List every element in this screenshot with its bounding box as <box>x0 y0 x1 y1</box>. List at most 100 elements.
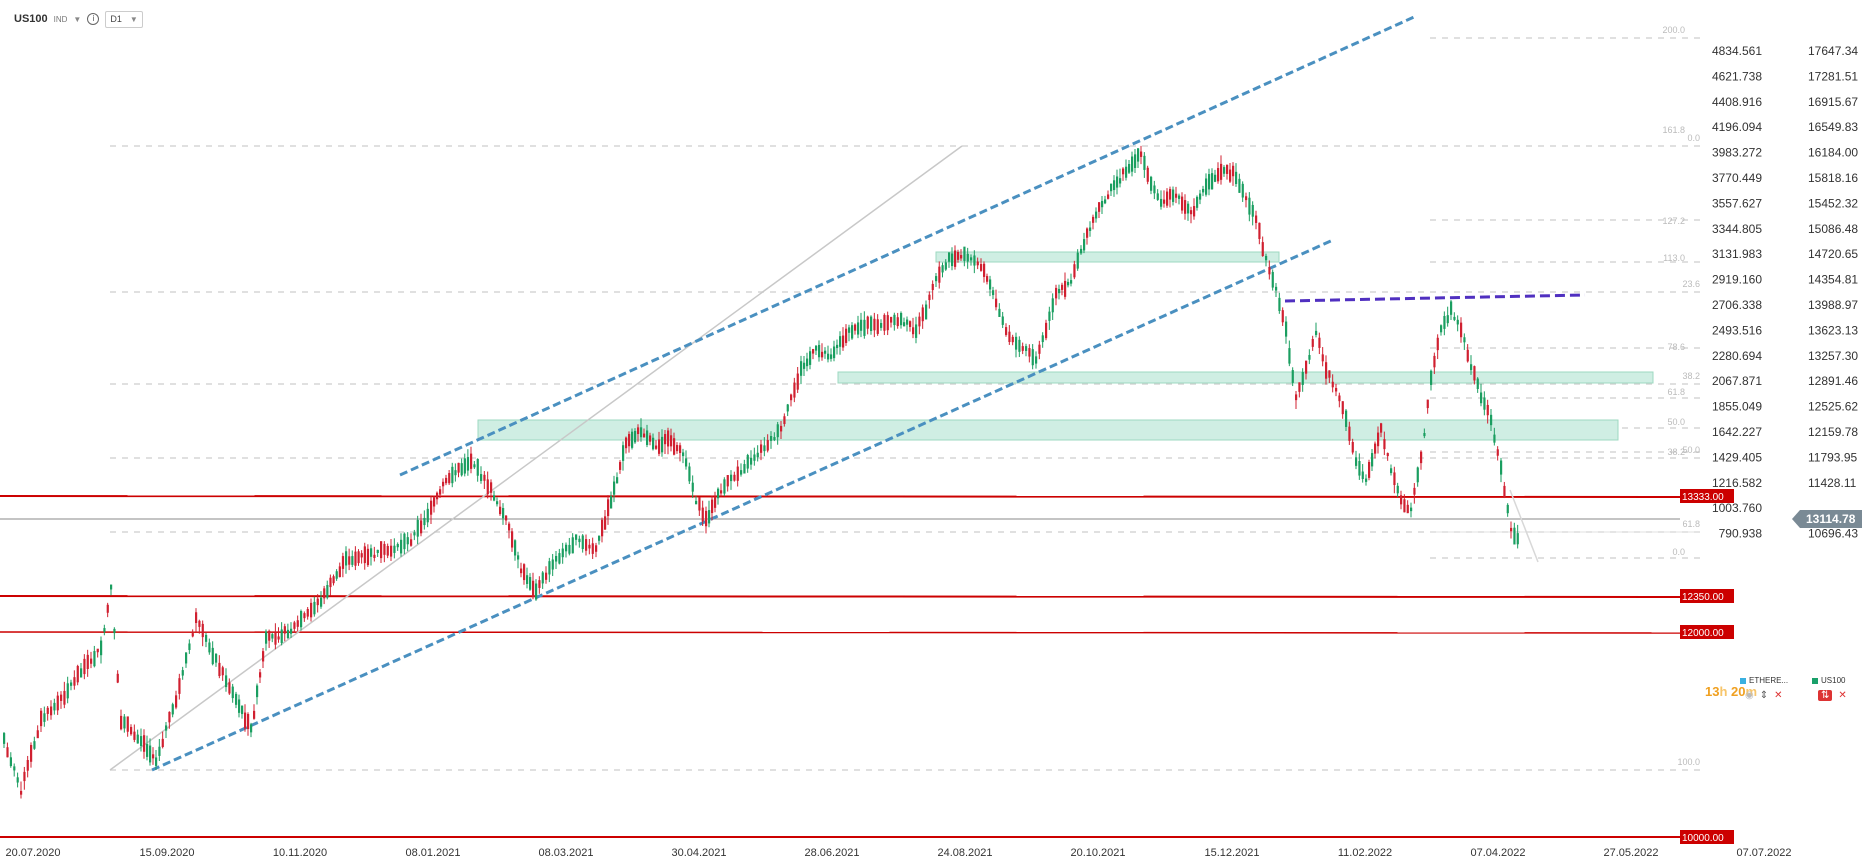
price-tick: 2280.694 <box>1712 349 1762 363</box>
price-axis-secondary[interactable]: 17647.34 17281.51 16915.67 16549.83 16184.00… <box>1808 44 1858 541</box>
candle-body <box>960 255 963 259</box>
price-tick: 1855.049 <box>1712 400 1762 414</box>
candle-body <box>370 548 373 557</box>
candle-body <box>256 685 259 698</box>
candle-body <box>1150 176 1153 191</box>
candle-body <box>271 634 274 639</box>
candle-body <box>1220 163 1223 180</box>
candle-body <box>1493 434 1496 443</box>
candle-body <box>1101 200 1104 208</box>
candle-body <box>316 598 319 606</box>
candle-body <box>508 523 511 531</box>
candle-body <box>730 474 733 482</box>
close-icon[interactable]: ✕ <box>1838 690 1847 701</box>
eye-icon[interactable]: ◉ <box>1745 690 1754 701</box>
candle-body <box>1490 414 1493 426</box>
candle-body <box>36 730 39 739</box>
candle-body <box>103 628 106 632</box>
sort-icon[interactable]: ⇕ <box>1759 690 1769 701</box>
candle-body <box>714 496 717 508</box>
candle-body <box>723 479 726 494</box>
close-icon[interactable]: ✕ <box>1774 690 1783 701</box>
level-labels[interactable]: 13333.00 12350.00 12000.00 10000.00 <box>1680 489 1734 844</box>
category-label: IND <box>53 14 68 24</box>
candle-body <box>1456 319 1459 325</box>
zones[interactable] <box>477 251 1654 441</box>
candle-body <box>1331 381 1334 388</box>
candle-body <box>836 344 839 349</box>
candle-body <box>225 675 228 688</box>
timer-m-unit: m <box>1745 684 1758 699</box>
fib-label: 200.0 <box>1662 25 1685 35</box>
candle-body <box>676 445 679 452</box>
candle-body <box>870 316 873 332</box>
candle-body <box>695 500 698 505</box>
date-tick: 11.02.2022 <box>1338 847 1392 859</box>
symbol-label[interactable]: US100 <box>14 13 48 25</box>
candle-body <box>854 324 857 331</box>
candle-body <box>442 481 445 487</box>
candle-body <box>1325 362 1328 379</box>
horizontal-levels[interactable] <box>0 495 1700 838</box>
candle-body <box>980 264 983 271</box>
timeframe-select[interactable]: D1 ▼ <box>105 10 143 28</box>
purple-resistance-line <box>1284 293 1586 303</box>
candle-body <box>796 373 799 390</box>
candle-body <box>313 601 316 615</box>
candle-body <box>1374 443 1377 454</box>
candle-body <box>90 658 93 664</box>
candle-body <box>1217 168 1220 182</box>
candle-body <box>238 699 241 713</box>
candle-body <box>1358 461 1361 476</box>
candle-body <box>13 766 16 771</box>
zone-middle <box>837 371 1654 384</box>
settings-icon[interactable]: ⇅ <box>1818 690 1833 701</box>
candle-body <box>6 747 9 758</box>
candle-body <box>529 577 532 590</box>
candle-body <box>770 435 773 441</box>
candle-body <box>1021 346 1024 351</box>
candle-body <box>803 362 806 369</box>
fib-label: 0.0 <box>1687 133 1700 143</box>
candle-body <box>1480 392 1483 404</box>
symbol-dropdown-icon[interactable]: ▼ <box>73 14 82 24</box>
price-tick-secondary: 17281.51 <box>1808 69 1858 83</box>
candle-body <box>1450 301 1453 315</box>
legend-swatch <box>1812 677 1818 684</box>
candle-body <box>1156 193 1159 200</box>
candle-body <box>93 651 96 667</box>
fib-label: 100.0 <box>1677 757 1700 767</box>
price-tick-secondary: 13988.97 <box>1808 298 1858 312</box>
candle-body <box>1166 191 1169 206</box>
level-label-12350-box <box>1680 589 1734 603</box>
candle-body <box>679 445 682 454</box>
candle-body <box>1092 216 1095 223</box>
legend-item-ethereum[interactable]: ETHERE... <box>1740 676 1788 685</box>
candle-body <box>1125 166 1128 178</box>
price-tick-secondary: 16184.00 <box>1808 146 1858 160</box>
candle-body <box>493 495 496 501</box>
candle-body <box>691 482 694 492</box>
date-axis[interactable]: 20.07.2020 15.09.2020 10.11.2020 08.01.2021… <box>5 847 1791 859</box>
legend-item-us100[interactable]: US100 <box>1812 676 1845 685</box>
candle-body <box>619 462 622 470</box>
chart-header: US100 IND ▼ i D1 ▼ <box>14 10 143 28</box>
candle-body <box>954 250 957 267</box>
candle-body <box>637 427 640 435</box>
info-icon[interactable]: i <box>87 13 100 25</box>
candle-body <box>1064 280 1067 297</box>
price-axis[interactable]: 4834.561 4621.738 4408.916 4196.094 3983.272… <box>1712 44 1762 541</box>
candle-body <box>538 580 541 588</box>
candle-body <box>857 322 860 335</box>
fib-label: 23.6 <box>1682 279 1700 289</box>
candle-body <box>3 733 6 744</box>
candle-body <box>839 336 842 347</box>
candle-body <box>652 437 655 450</box>
trend-lines[interactable] <box>109 15 1586 772</box>
date-tick: 27.05.2022 <box>1603 847 1658 859</box>
candle-body <box>809 351 812 365</box>
candle-body <box>1278 297 1281 311</box>
date-tick: 20.10.2021 <box>1070 847 1125 859</box>
candle-body <box>1202 188 1205 193</box>
